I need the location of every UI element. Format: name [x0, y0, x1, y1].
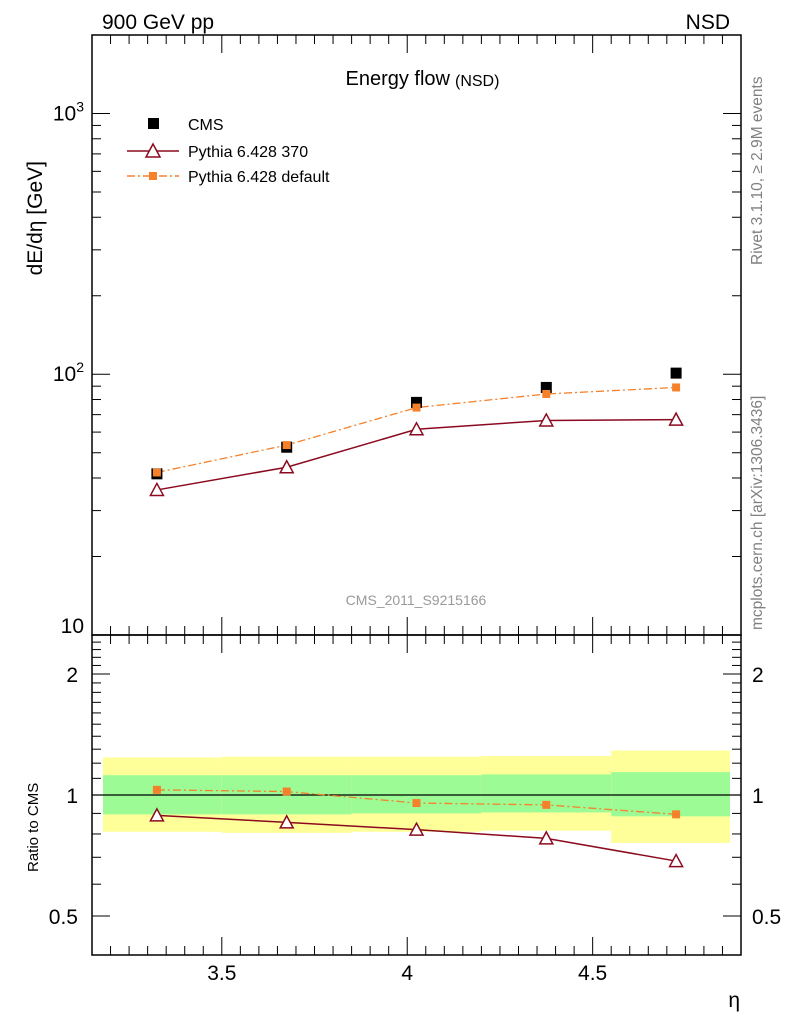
- main-watermark: CMS_2011_S9215166: [346, 592, 487, 608]
- ratio-y-tick-label-left-2: 2: [66, 664, 78, 687]
- main-point-cms: [540, 381, 552, 393]
- main-point-pythia-default: [672, 383, 681, 392]
- legend-marker-cms: [148, 118, 159, 129]
- mcplots-label: mcplots.cern.ch [arXiv:1306.3436]: [749, 396, 766, 630]
- main-data-layer: [149, 367, 684, 497]
- x-axis-label: η: [728, 989, 740, 1012]
- header-left: 900 GeV pp: [102, 11, 214, 34]
- ratio-y-tick-label-right-0: 0.5: [752, 906, 781, 929]
- ratio-y-tick-label-right-2: 2: [752, 664, 764, 687]
- ratio-band-inner-4: [611, 772, 730, 817]
- legend-label-pythia370: Pythia 6.428 370: [188, 144, 308, 161]
- legend-label-pythia-default: Pythia 6.428 default: [188, 169, 330, 186]
- ratio-point-pythia370: [278, 814, 295, 829]
- x-tick-label-0: 3.5: [207, 962, 236, 985]
- main-y-tick-label-1: 102: [53, 359, 84, 386]
- ratio-point-pythia-default: [542, 800, 551, 809]
- ratio-point-pythia370: [668, 852, 684, 868]
- rivet-label: Rivet 3.1.10, ≥ 2.9M events: [749, 76, 766, 265]
- ratio-point-pythia-default: [152, 785, 161, 794]
- ratio-point-pythia-default: [282, 787, 291, 796]
- main-panel: 10 102 103 Energy flow (NSD) CMS_2011_S921…: [24, 34, 742, 638]
- main-y-axis-label: dE/dη [GeV]: [24, 161, 47, 275]
- legend-label-cms: CMS: [188, 117, 224, 134]
- main-point-cms: [670, 367, 682, 379]
- main-point-pythia-default: [282, 441, 291, 450]
- ratio-ticks: 3.5 4 4.5 0.5 0.5 1 1 2 2: [49, 635, 781, 985]
- ratio-band-inner-2: [351, 775, 482, 814]
- ratio-point-pythia-default: [672, 810, 681, 819]
- header-right: NSD: [686, 11, 730, 34]
- main-y-tick-label-0: 10: [61, 615, 84, 638]
- ratio-y-tick-label-right-1: 1: [752, 785, 764, 808]
- ratio-y-axis-label: Ratio to CMS: [25, 783, 42, 872]
- main-title: Energy flow: [346, 68, 451, 90]
- main-title-suffix: (NSD): [455, 73, 499, 90]
- main-point-pythia370: [668, 411, 684, 426]
- main-point-pythia-default: [152, 468, 161, 477]
- x-tick-label-1: 4: [401, 962, 413, 985]
- ratio-data-layer: [92, 750, 741, 868]
- ratio-y-tick-label-left-0: 0.5: [49, 906, 78, 929]
- main-point-pythia370: [278, 459, 295, 474]
- ratio-point-pythia370: [149, 807, 165, 822]
- main-y-tick-label-2: 103: [53, 98, 84, 125]
- ratio-y-tick-label-left-1: 1: [66, 785, 78, 808]
- main-point-pythia370: [149, 481, 165, 497]
- legend-marker-pythia370: [144, 142, 162, 158]
- ratio-point-pythia370: [538, 830, 555, 845]
- ratio-panel: 3.5 4 4.5 0.5 0.5 1 1 2 2 Ratio to CMS η: [25, 634, 781, 1012]
- main-point-pythia-default: [542, 389, 551, 398]
- main-point-pythia370: [408, 421, 425, 436]
- legend: CMS Pythia 6.428 370 Pythia 6.428 defaul…: [127, 117, 330, 186]
- main-point-pythia-default: [412, 403, 421, 412]
- ratio-point-pythia370: [408, 821, 425, 836]
- legend-marker-pythia-default: [149, 172, 157, 180]
- main-point-cms: [411, 396, 422, 408]
- ratio-point-pythia-default: [412, 799, 421, 808]
- x-tick-label-2: 4.5: [578, 962, 607, 985]
- main-point-pythia370: [538, 412, 555, 427]
